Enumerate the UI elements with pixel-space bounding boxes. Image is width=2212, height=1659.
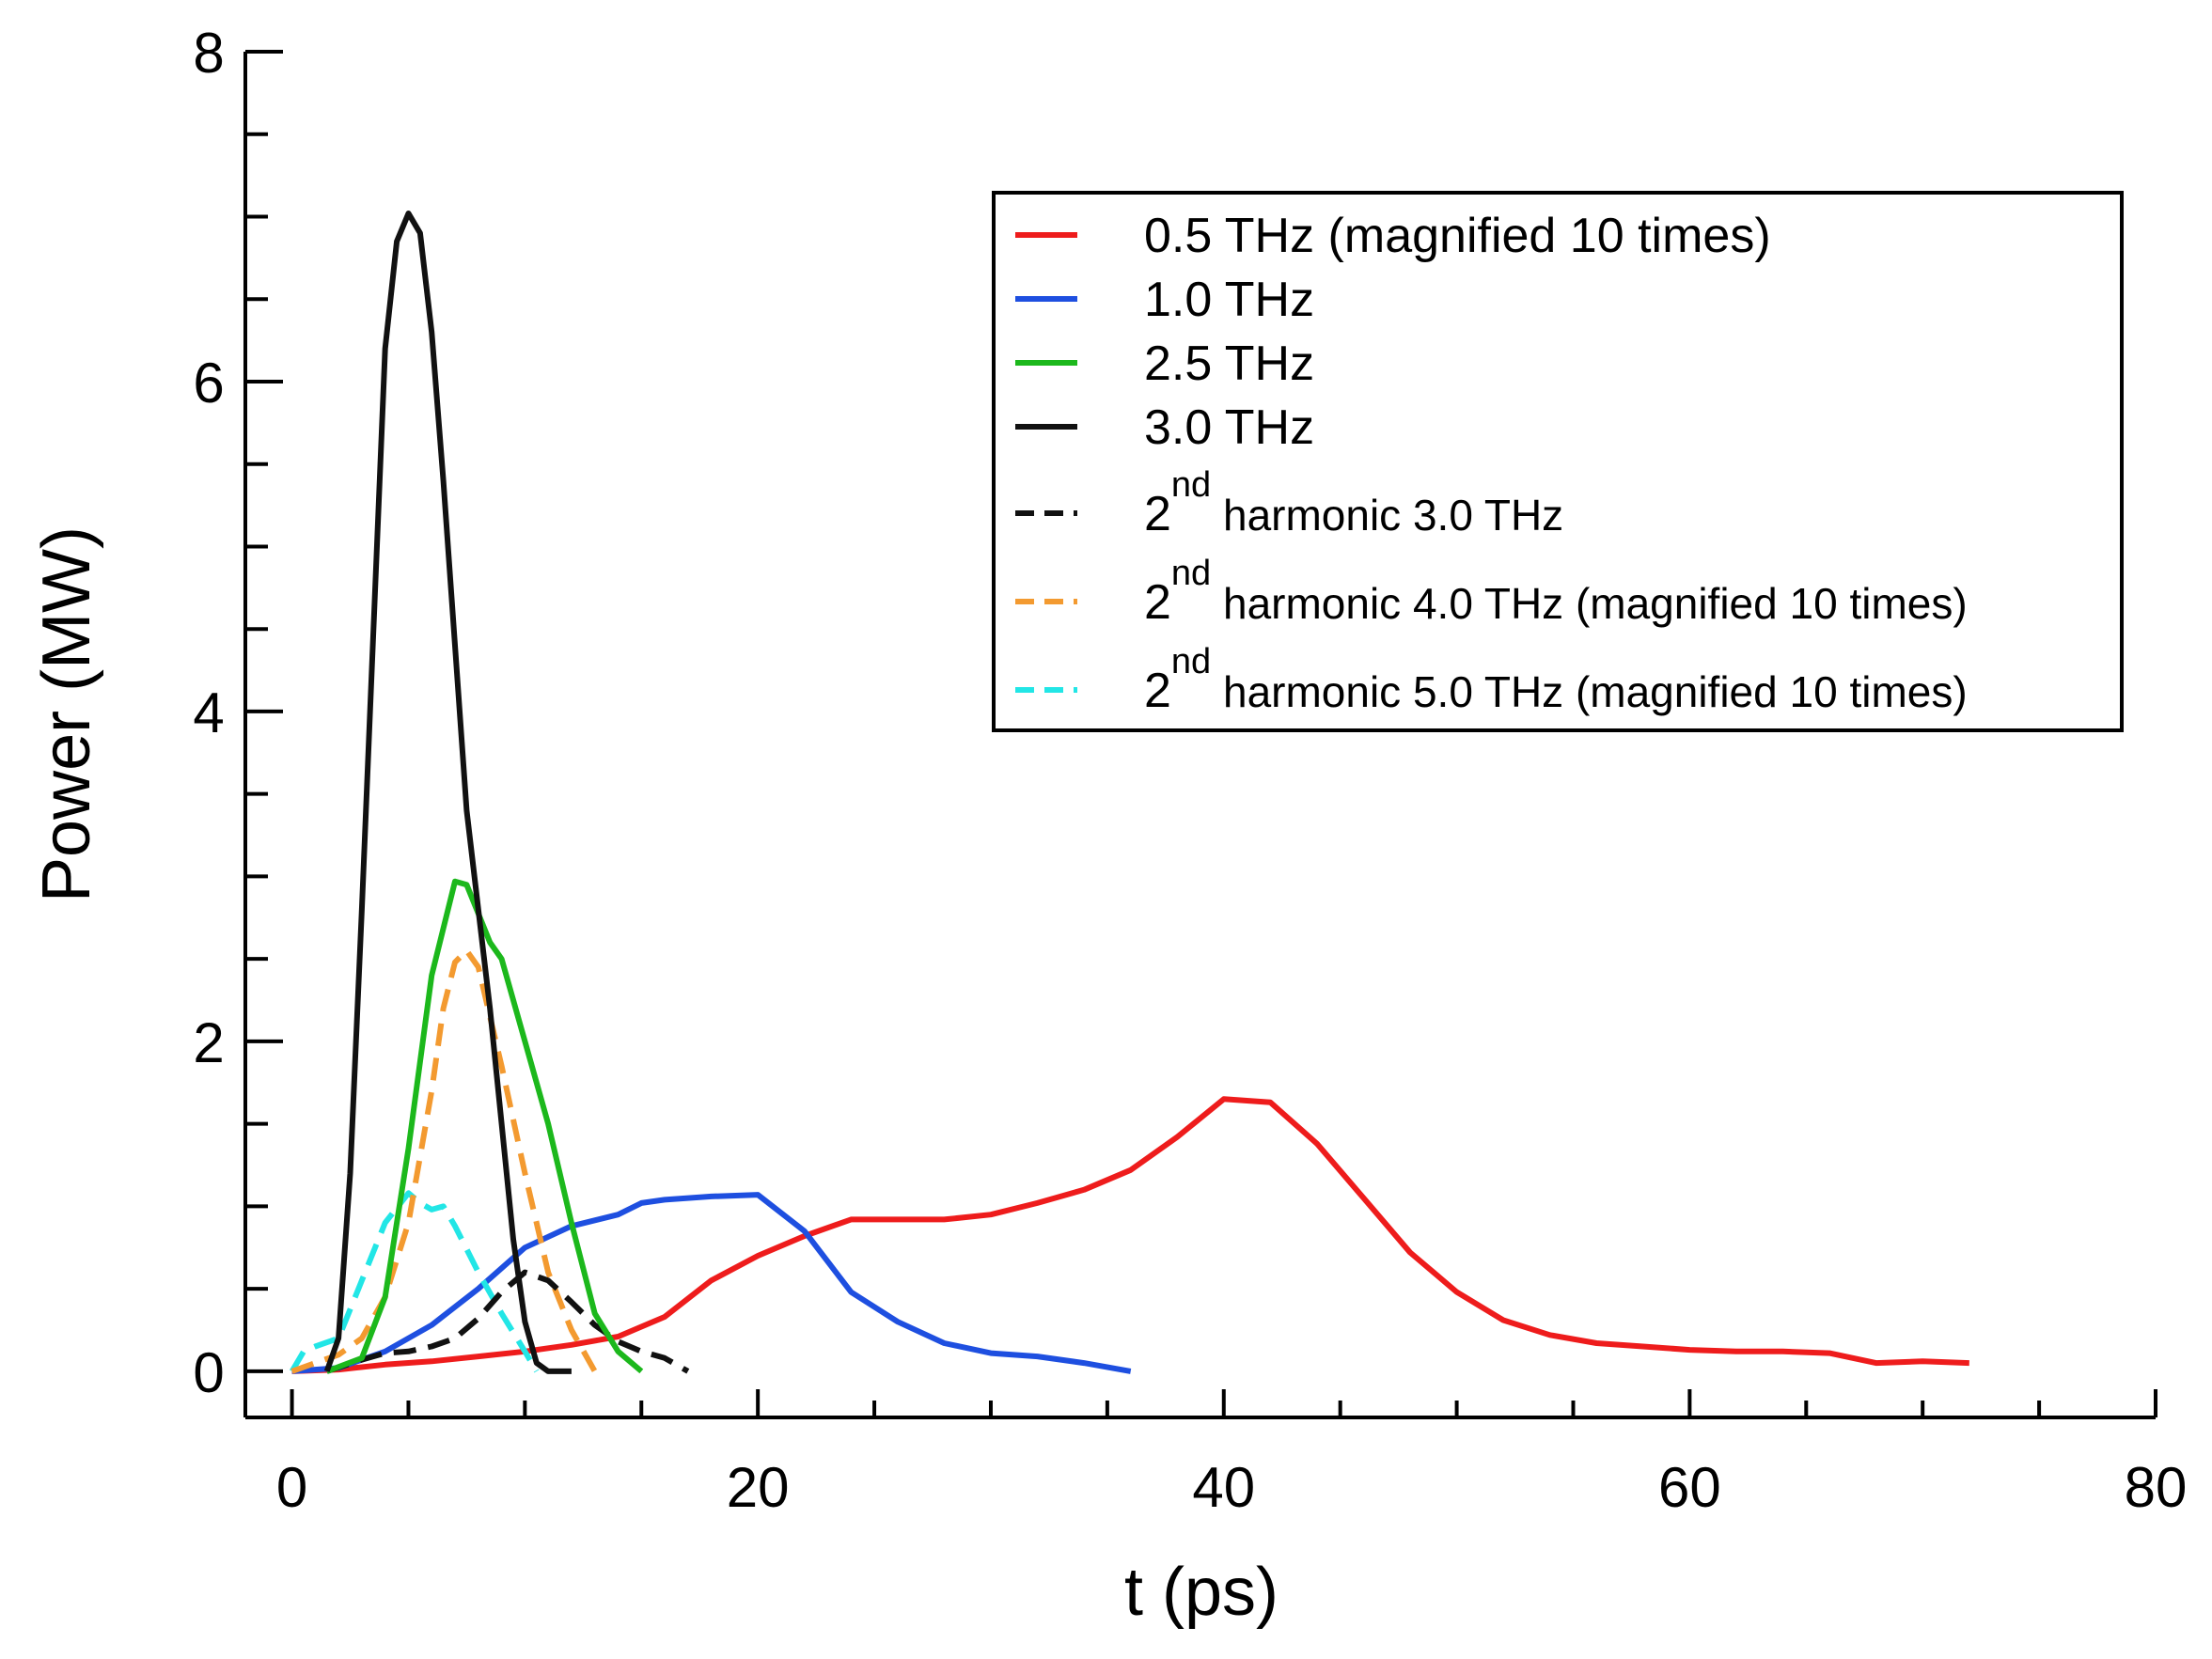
y-tick-label: 4 bbox=[193, 681, 224, 744]
x-tick-label: 0 bbox=[276, 1456, 307, 1519]
y-tick-label: 2 bbox=[193, 1011, 224, 1074]
y-tick-label: 6 bbox=[193, 352, 224, 415]
series-line-0 bbox=[291, 1096, 1969, 1374]
series-line-4 bbox=[325, 1269, 690, 1374]
y-tick-label: 8 bbox=[193, 22, 224, 85]
legend: 0.5 THz (magnified 10 times) 1.0 THz 2.5 T… bbox=[992, 191, 2124, 732]
series-line-3 bbox=[323, 211, 572, 1374]
y-axis-label: Power (MW) bbox=[29, 526, 104, 902]
series-line-2 bbox=[325, 878, 644, 1374]
series-line-6 bbox=[290, 1190, 540, 1373]
legend-entry-1: 1.0 THz bbox=[1144, 273, 1314, 327]
series-line-5 bbox=[290, 947, 598, 1374]
legend-entry-0: 0.5 THz (magnified 10 times) bbox=[1144, 209, 1771, 263]
legend-entry-3: 3.0 THz bbox=[1144, 400, 1314, 455]
x-tick-label: 80 bbox=[2125, 1456, 2188, 1519]
y-tick-label: 0 bbox=[193, 1341, 224, 1404]
legend-entry-6: 2nd harmonic 5.0 THz (magnified 10 times… bbox=[1144, 642, 1968, 718]
x-tick-label: 40 bbox=[1192, 1456, 1255, 1519]
legend-entry-4: 2nd harmonic 3.0 THz bbox=[1144, 465, 1563, 541]
legend-box bbox=[992, 191, 2124, 732]
series-line-1 bbox=[291, 1192, 1132, 1374]
x-axis-label: t (ps) bbox=[1124, 1555, 1279, 1630]
x-tick-label: 60 bbox=[1658, 1456, 1721, 1519]
legend-entry-5: 2nd harmonic 4.0 THz (magnified 10 times… bbox=[1144, 554, 1968, 630]
legend-entry-2: 2.5 THz bbox=[1144, 336, 1314, 391]
plot-axes: 0 20 40 60 80 0 2 4 6 8 bbox=[193, 22, 2187, 1519]
series-layer bbox=[290, 211, 1969, 1374]
x-tick-label: 20 bbox=[727, 1456, 790, 1519]
